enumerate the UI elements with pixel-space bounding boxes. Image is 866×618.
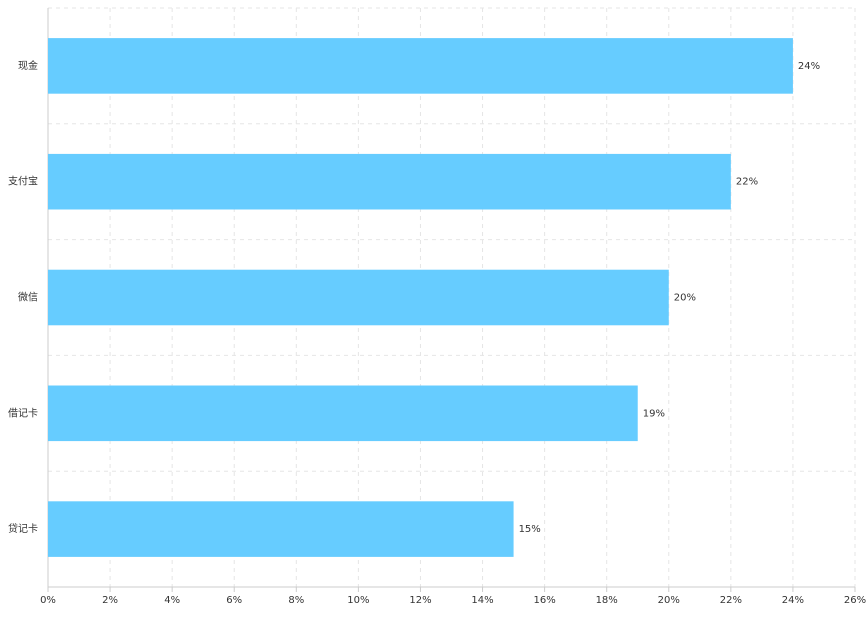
value-label: 19%: [643, 408, 665, 419]
bar: [48, 153, 731, 210]
value-label: 24%: [798, 61, 820, 72]
bar: [48, 501, 514, 557]
x-tick-label: 10%: [347, 595, 369, 606]
y-tick-label: 现金: [18, 59, 38, 72]
x-tick-label: 2%: [102, 595, 118, 606]
y-tick-label: 支付宝: [8, 175, 38, 188]
x-tick-label: 22%: [720, 595, 742, 606]
bar: [48, 269, 669, 326]
x-tick-label: 24%: [782, 595, 804, 606]
x-tick-label: 16%: [533, 595, 555, 606]
value-label: 20%: [674, 293, 696, 304]
x-tick-label: 18%: [596, 595, 618, 606]
bar: [48, 385, 638, 442]
x-tick-label: 0%: [40, 595, 56, 606]
y-tick-label: 借记卡: [8, 406, 38, 419]
value-label: 15%: [519, 524, 541, 535]
x-tick-label: 26%: [844, 595, 866, 606]
x-tick-label: 12%: [409, 595, 431, 606]
x-tick-label: 14%: [471, 595, 493, 606]
y-tick-label: 微信: [18, 291, 38, 304]
x-tick-label: 20%: [658, 595, 680, 606]
bar: [48, 38, 793, 94]
y-tick-label: 贷记卡: [8, 522, 38, 535]
x-tick-label: 8%: [288, 595, 304, 606]
x-tick-label: 6%: [226, 595, 242, 606]
value-label: 22%: [736, 177, 758, 188]
x-tick-label: 4%: [164, 595, 180, 606]
